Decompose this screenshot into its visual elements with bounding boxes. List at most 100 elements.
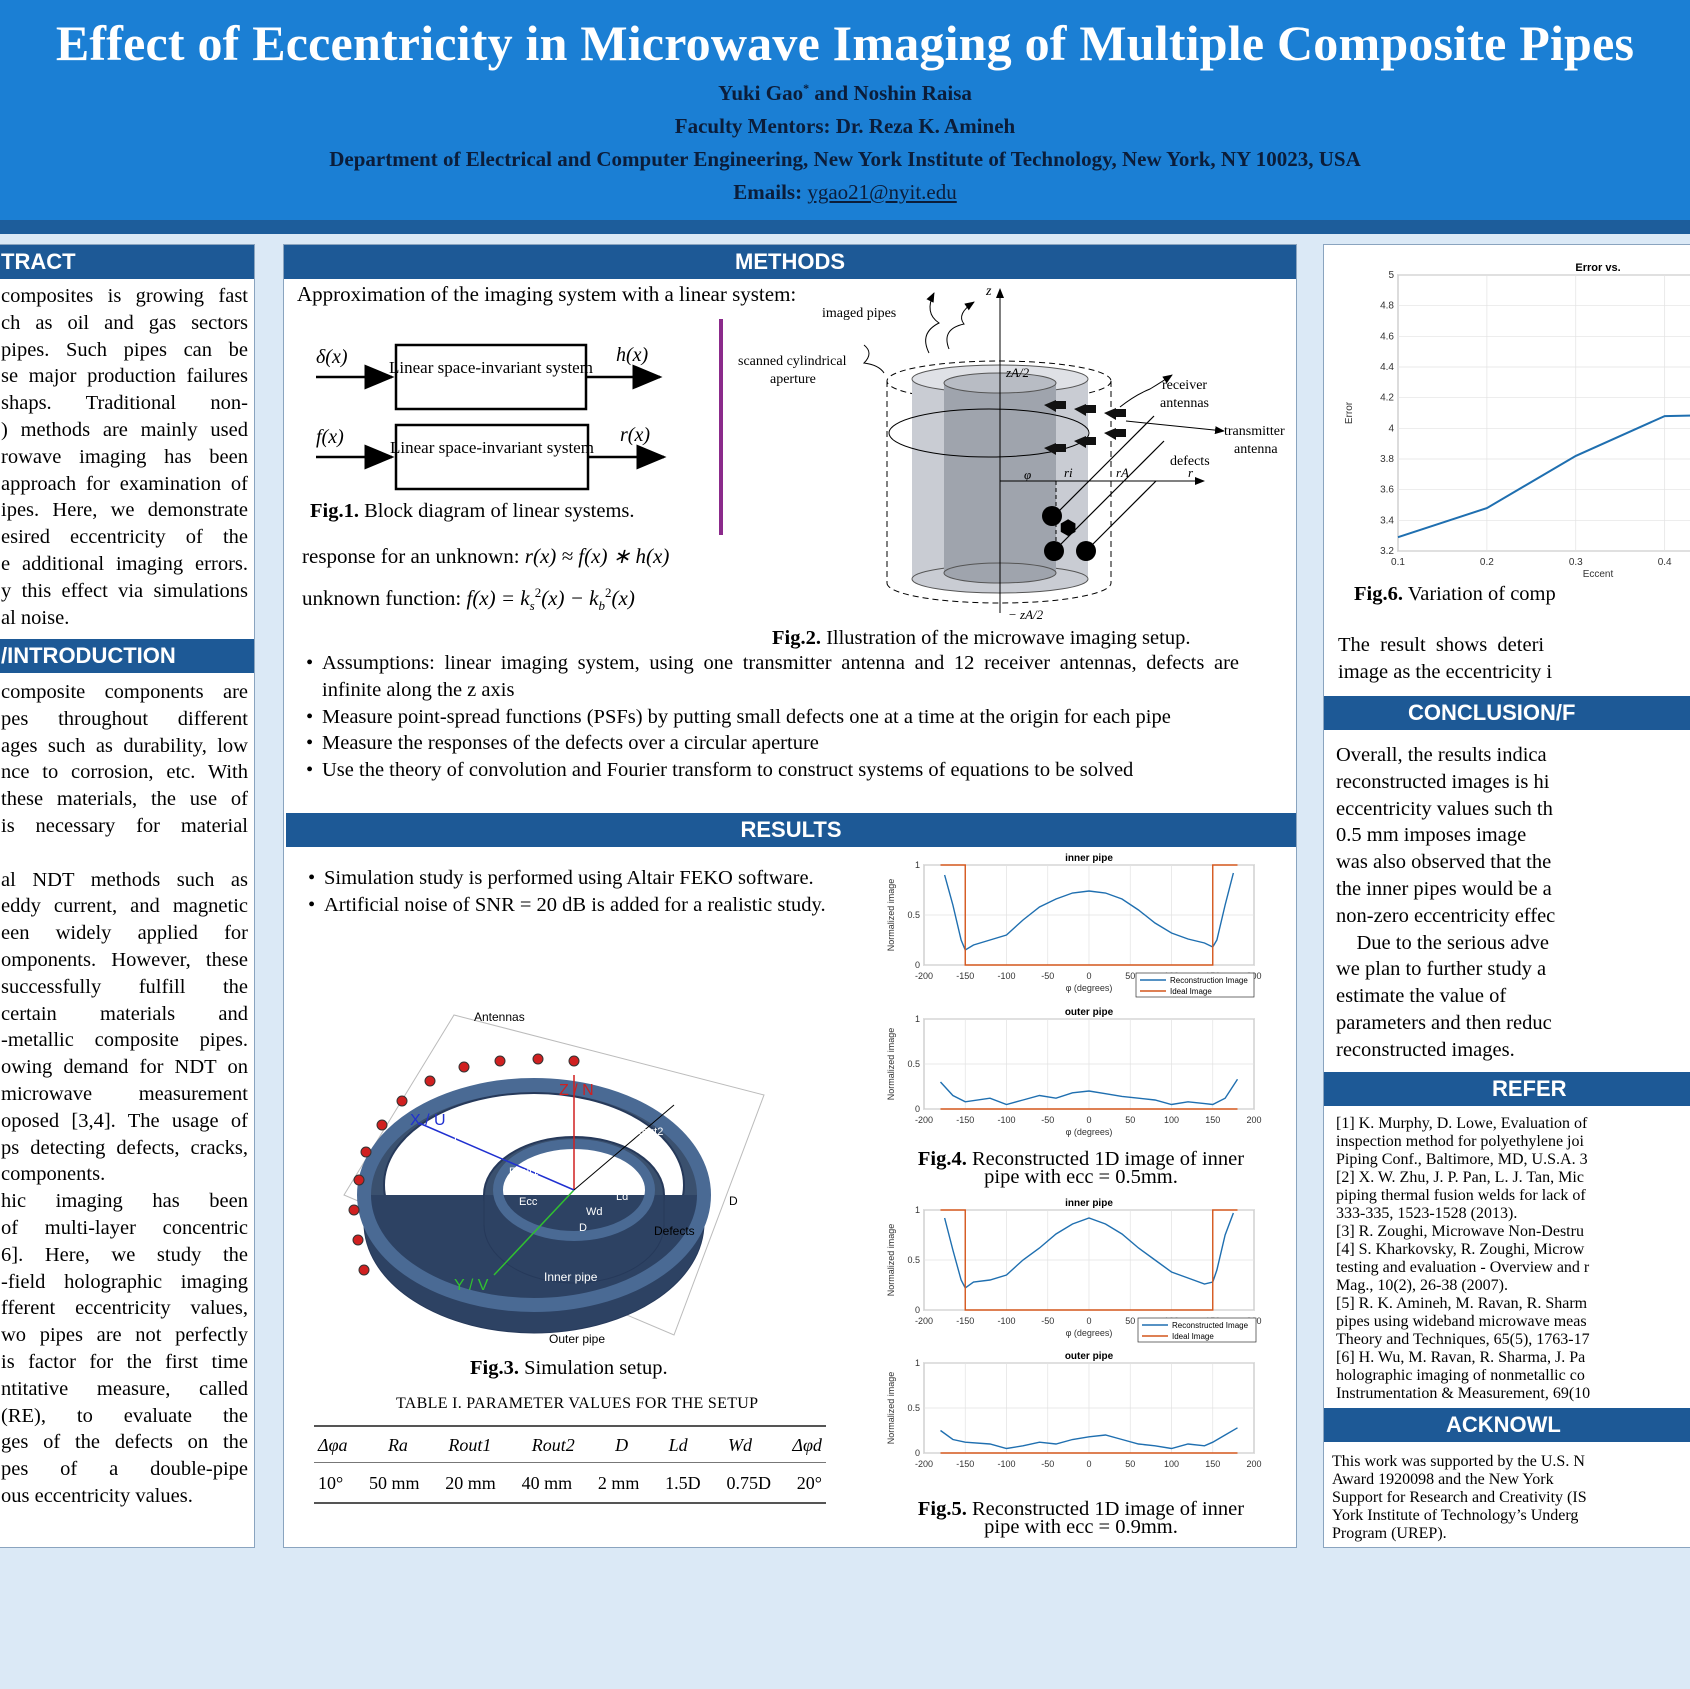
chart-title: inner pipe <box>1065 853 1113 864</box>
ack-line: York Institute of Technology’s Underg <box>1332 1507 1579 1524</box>
ack-heading: ACKNOWL <box>1324 1408 1690 1442</box>
abstract-line: ch as oil and gas sectors <box>1 311 248 334</box>
abstract-line: composites is growing fast <box>1 285 248 307</box>
rout2-label: Rout2 <box>634 1126 663 1138</box>
fig2-imaging-setup: z zA/2 − zA/2 φ ri rA r imaged pipes sca… <box>738 284 1285 622</box>
x-axis-label: φ (degrees) <box>1066 1127 1113 1137</box>
d-outer-label: D <box>729 1194 738 1208</box>
y-tick-label: 1 <box>915 1358 920 1368</box>
abstract-line: ipes. Here, we demonstrate <box>1 499 248 522</box>
x-tick-label: 150 <box>1205 1459 1220 1469</box>
series-line <box>943 1212 1235 1290</box>
abstract-line: e additional imaging errors. <box>1 552 248 575</box>
x-tick-label: -100 <box>997 971 1015 981</box>
intro-line: fferent eccentricity values, <box>1 1297 248 1320</box>
table-value-cell: 10° <box>318 1473 344 1493</box>
x-tick-label: -200 <box>915 971 933 981</box>
intro-line: ages such as durability, low <box>1 734 248 757</box>
x-tick-label: 200 <box>1246 1115 1261 1125</box>
table-value-cell: 0.75D <box>726 1473 771 1493</box>
conclusion-text: Overall, the results indica reconstructed… <box>1336 742 1555 1064</box>
abstract-line: y this effect via simulations <box>1 579 248 602</box>
rout1-label: Rout1 <box>509 1166 538 1178</box>
intro-line: composite components are <box>1 681 248 703</box>
plot-area <box>1397 274 1690 552</box>
y-tick-label: 0.5 <box>907 1403 920 1413</box>
mentors: Faculty Mentors: Dr. Reza K. Amineh <box>674 114 1016 138</box>
y-tick-label: 4 <box>1388 423 1394 434</box>
intro-line: -metallic composite pipes. <box>1 1029 248 1052</box>
methods-bullet: Measure the responses of the defects ove… <box>304 730 1239 757</box>
intro-line: -field holographic imaging <box>1 1270 248 1293</box>
intro-line: ps detecting defects, cracks, <box>1 1136 248 1159</box>
intro-text: composite components are pes throughout d… <box>0 673 254 1510</box>
series-line <box>939 1078 1239 1106</box>
poster-title: Effect of Eccentricity in Microwave Imag… <box>55 15 1635 71</box>
receiver-antennas-label: antennas <box>1160 396 1209 411</box>
transmitter-antenna-label: antenna <box>1234 442 1278 457</box>
aperture-label: aperture <box>770 372 816 387</box>
y-tick-label: 0 <box>915 960 920 970</box>
x-axis-label: φ (degrees) <box>1066 983 1113 993</box>
results-bullet: Simulation study is performed using Alta… <box>306 865 831 892</box>
y-tick-label: 0.5 <box>907 1059 920 1069</box>
intro-line: hic imaging has been <box>1 1190 248 1213</box>
abstract-text: composites is growing fast ch as oil and … <box>0 279 254 639</box>
results-bullet: Artificial noise of SNR = 20 dB is added… <box>306 892 831 919</box>
chart-fig5-outer: -200 -150 -100 -50 0 50 100 150 200 0 0.5 1 outer pi… <box>886 1351 1262 1469</box>
intro-line <box>1 840 248 867</box>
defects-fig3-label: Defects <box>654 1224 695 1238</box>
table-value-cell: 20 mm <box>445 1473 496 1493</box>
center-column: METHODS Approximation of the imaging sys… <box>283 244 1297 1548</box>
reference-line: [1] K. Murphy, D. Lowe, Evaluation of <box>1336 1115 1588 1132</box>
legend-label: Reconstructed Image <box>1172 1321 1249 1330</box>
y-axis-label: Normalized image <box>886 879 896 952</box>
y-tick-label: 1 <box>915 860 920 870</box>
y-tick-label: 5 <box>1388 270 1394 281</box>
fig6-caption: Fig.6. Variation of comp <box>1354 583 1556 605</box>
left-column: TRACT composites is growing fast ch as oi… <box>0 244 255 1548</box>
references-heading: REFER <box>1324 1072 1690 1106</box>
antennas-label: Antennas <box>474 1010 525 1024</box>
series-line <box>940 1209 1238 1311</box>
x-tick-label: 0.3 <box>1569 557 1583 568</box>
ack-line: Award 1920098 and the New York <box>1332 1471 1554 1488</box>
phi-label: φ <box>1024 467 1031 482</box>
x-tick-label: -200 <box>915 1115 933 1125</box>
x-tick-label: -150 <box>956 1115 974 1125</box>
series-line <box>943 872 1235 952</box>
ra-label: Ra <box>454 1131 469 1143</box>
conclusion-line: Overall, the results indica <box>1336 744 1547 766</box>
intro-heading: /INTRODUCTION <box>0 639 254 673</box>
conclusion-line: estimate the value of <box>1336 985 1507 1008</box>
abstract-heading: TRACT <box>0 245 254 279</box>
chart-title: Error vs. <box>1575 262 1620 274</box>
imaged-pipes-label: imaged pipes <box>822 306 896 321</box>
y-tick-label: 4.2 <box>1380 393 1394 404</box>
y-axis-label: Normalized image <box>886 1372 896 1445</box>
x-tick-label: 100 <box>1164 1459 1179 1469</box>
methods-heading: METHODS <box>284 245 1296 279</box>
email-link[interactable]: ygao21@nyit.edu <box>807 180 957 204</box>
header-band <box>0 220 1690 234</box>
table-header-cell: Rout1 <box>448 1435 492 1455</box>
intro-line: (RE), to evaluate the <box>1 1404 248 1427</box>
results-bullets: Simulation study is performed using Alta… <box>306 865 831 919</box>
y-tick-label: 0 <box>915 1104 920 1114</box>
ack-line: This work was supported by the U.S. N <box>1332 1453 1585 1470</box>
references-list: [1] K. Murphy, D. Lowe, Evaluation of ins… <box>1336 1115 1590 1403</box>
ri-label: ri <box>1064 465 1073 480</box>
fig5-caption: Fig.5. Reconstructed 1D image of inner p… <box>917 1498 1245 1538</box>
abstract-line: approach for examination of <box>1 472 248 495</box>
chart-fig6-error: 0.1 0.2 0.3 0.4 3.2 3.4 3.6 3.8 4 4.2 4.4 4.6 4.8 5 Er… <box>1344 262 1690 580</box>
equation-unknown: unknown function: f(x) = ks2(x) − kb2(x) <box>302 585 635 614</box>
ack-line: Program (UREP). <box>1332 1525 1447 1542</box>
y-tick-label: 1 <box>915 1014 920 1024</box>
intro-line: 6]. Here, we study the <box>1 1243 248 1266</box>
intro-line: ntitative measure, called <box>1 1377 248 1400</box>
y-axis-label: Normalized image <box>886 1028 896 1101</box>
defects-label: defects <box>1170 454 1210 469</box>
x-tick-label: 0.4 <box>1658 557 1672 568</box>
authors: Yuki Gao* and Noshin Raisa <box>718 81 972 105</box>
